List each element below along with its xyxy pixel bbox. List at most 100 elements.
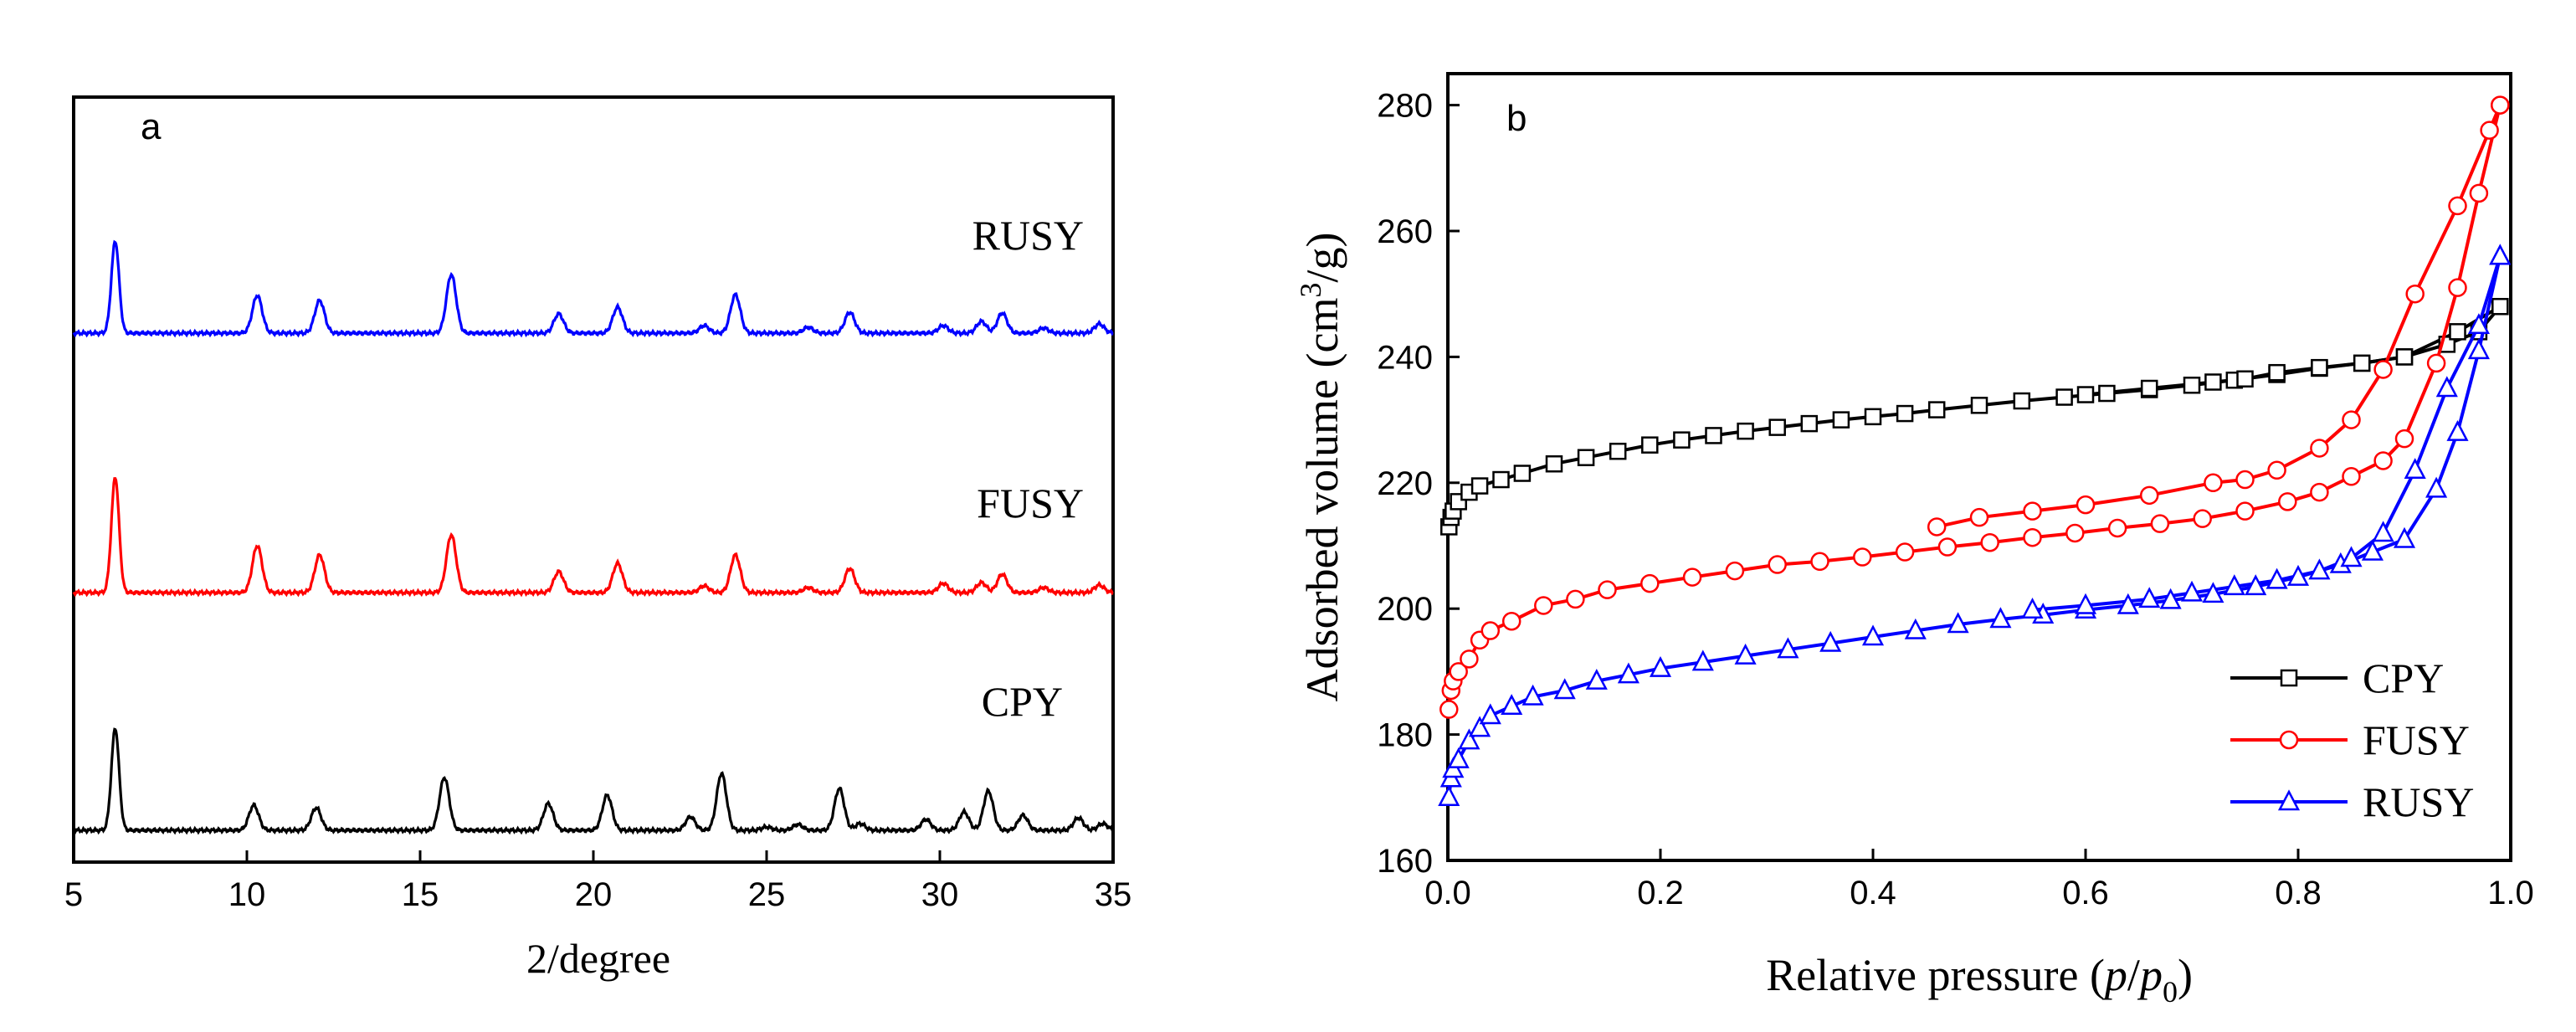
- rusy-data-point: [2117, 593, 2139, 614]
- fusy-data-point: [2373, 451, 2393, 470]
- cpy-data-point: [1970, 397, 1988, 414]
- fusy-data-point: [1460, 649, 1479, 669]
- cpy-data-point: [2076, 386, 2095, 403]
- fusy-data-point: [2278, 492, 2297, 511]
- rusy-data-point: [2074, 593, 2097, 614]
- fusy-data-point: [2023, 501, 2042, 521]
- y-tick-label: 160: [1377, 843, 1433, 880]
- panel-b-series: [1438, 95, 2512, 807]
- rusy-data-point: [2446, 419, 2469, 441]
- rusy-data-point: [2286, 564, 2310, 586]
- fusy-data-point: [2342, 410, 2361, 429]
- rusy-data-point: [2223, 574, 2245, 596]
- panel-b: b 0.0 0.2 0.4 0.6 0.8 1.0 160 180 200 220 240 260 2…: [1294, 72, 2534, 1009]
- cpy-desorption-line: [2085, 305, 2502, 397]
- panel-b-x-axis-label: Relative pressure (p/p0): [1766, 950, 2193, 1009]
- series-line-cpy: [72, 727, 1114, 835]
- fusy-data-point: [2448, 196, 2467, 216]
- fusy-data-point: [1969, 507, 1989, 527]
- cpy-data-point: [2098, 384, 2116, 403]
- fusy-data-point: [1682, 567, 1702, 587]
- panel-b-y-axis-label: Adsorbed volume (cm3/g): [1294, 233, 1347, 702]
- fusy-data-point: [2342, 467, 2361, 486]
- rusy-data-point: [2340, 546, 2363, 567]
- rusy-data-point: [1521, 684, 1544, 706]
- x-tick-label: 0.4: [1850, 875, 1896, 911]
- fusy-data-point: [1566, 589, 1585, 609]
- fusy-data-point: [2310, 482, 2329, 502]
- x-tick-label: 20: [575, 876, 613, 913]
- cpy-data-point: [2268, 363, 2286, 382]
- series-label-fusy: FUSY: [977, 480, 1084, 526]
- rusy-data-point: [1691, 649, 1714, 671]
- fusy-data-point: [2235, 470, 2255, 490]
- fusy-data-point: [1449, 662, 1468, 681]
- x-tick-label: 15: [402, 876, 439, 913]
- rusy-data-point: [1447, 747, 1470, 768]
- x-label-main: Relative pressure (: [1766, 950, 2105, 1000]
- rusy-data-point: [2361, 539, 2384, 561]
- cpy-data-point: [2311, 358, 2328, 377]
- rusy-data-point: [1479, 703, 1501, 725]
- rusy-data-point: [2308, 558, 2331, 580]
- fusy-data-point: [2193, 509, 2212, 528]
- fusy-data-point: [1980, 532, 1999, 552]
- fusy-data-point: [2139, 485, 2159, 506]
- cpy-data-point: [1896, 404, 1914, 423]
- rusy-data-point: [2245, 574, 2267, 596]
- rusy-data-point: [1947, 612, 1969, 634]
- rusy-data-point: [1501, 694, 1523, 716]
- fusy-data-point: [1768, 555, 1787, 574]
- fusy-data-point: [1534, 596, 1553, 615]
- panel-a-frame: [72, 95, 1115, 864]
- rusy-data-point: [1438, 785, 1460, 807]
- y-tick-label: 280: [1377, 88, 1433, 125]
- x-tick-label: 25: [748, 876, 786, 913]
- rusy-data-point: [2425, 476, 2448, 498]
- fusy-data-point: [1937, 537, 1958, 557]
- fusy-data-point: [1640, 573, 1660, 593]
- legend-label-cpy: CPY: [2363, 655, 2444, 701]
- cpy-data-point: [1492, 470, 1510, 489]
- fusy-data-point: [2204, 473, 2223, 493]
- y-tick-label: 240: [1377, 339, 1433, 376]
- x-label-slash: /: [2127, 950, 2140, 1000]
- rusy-data-point: [1585, 668, 1608, 690]
- fusy-data-point: [1501, 611, 1521, 631]
- fusy-data-point: [2076, 495, 2096, 515]
- y-label-main: Adsorbed volume (cm: [1297, 298, 1347, 702]
- fusy-data-point: [2310, 439, 2329, 458]
- x-tick-label: 1.0: [2487, 875, 2534, 911]
- legend-label-rusy: RUSY: [2363, 778, 2474, 825]
- x-label-subscript: 0: [2163, 975, 2178, 1009]
- cpy-data-point: [1470, 477, 1489, 495]
- y-tick-label: 180: [1377, 717, 1433, 754]
- panel-b-frame: [1446, 72, 2512, 862]
- legend-label-fusy: FUSY: [2363, 716, 2470, 763]
- rusy-data-point: [1553, 678, 1576, 700]
- x-tick-label: 0.6: [2062, 875, 2109, 911]
- rusy-data-point: [2021, 598, 2044, 619]
- fusy-data-point: [2426, 353, 2446, 373]
- x-tick-label: 0.2: [1637, 875, 1684, 911]
- legend-marker-fusy: [2279, 730, 2299, 750]
- rusy-data-point: [1819, 630, 1842, 652]
- y-tick-label: 220: [1377, 465, 1433, 502]
- cpy-data-point: [1641, 436, 1659, 454]
- rusy-data-point: [2467, 313, 2490, 335]
- rusy-data-point: [1861, 624, 1885, 646]
- cpy-data-point: [2055, 388, 2073, 406]
- fusy-data-point: [1853, 547, 1872, 567]
- fusy-data-point: [2373, 360, 2393, 379]
- fusy-data-point: [1598, 580, 1617, 599]
- rusy-data-point: [2489, 244, 2512, 265]
- series-label-cpy: CPY: [982, 678, 1063, 725]
- series-label-rusy: RUSY: [972, 212, 1084, 259]
- cpy-data-point: [1800, 414, 1819, 433]
- panel-b-y-ticks: 160 180 200 220 240 260 280: [1377, 88, 1460, 880]
- fusy-data-point: [2023, 527, 2042, 547]
- fusy-data-point: [2469, 183, 2489, 203]
- cpy-data-point: [1513, 465, 1532, 482]
- fusy-data-point: [1439, 700, 1459, 719]
